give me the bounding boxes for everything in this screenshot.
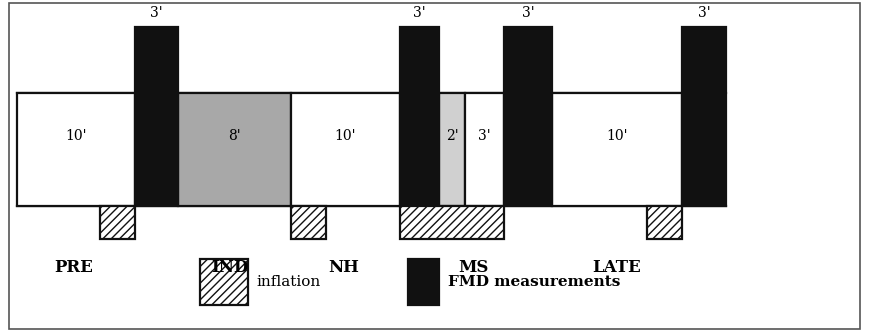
Text: 3': 3' <box>478 129 491 143</box>
Text: 8': 8' <box>229 129 241 143</box>
Bar <box>439 93 465 206</box>
Bar <box>291 206 326 239</box>
Text: 10': 10' <box>607 129 627 143</box>
Text: LATE: LATE <box>593 259 641 276</box>
Text: MS: MS <box>459 259 488 276</box>
Text: NH: NH <box>328 259 359 276</box>
Bar <box>200 259 248 305</box>
Text: 3': 3' <box>521 6 534 20</box>
Text: 3': 3' <box>413 6 426 20</box>
Bar <box>291 93 400 206</box>
Bar <box>408 259 439 305</box>
Bar <box>178 93 291 206</box>
Text: 10': 10' <box>335 129 356 143</box>
Text: FMD measurements: FMD measurements <box>448 275 620 289</box>
Text: 2': 2' <box>446 129 458 143</box>
Bar <box>17 93 135 206</box>
Bar <box>504 27 552 206</box>
Bar <box>100 206 135 239</box>
Text: 3': 3' <box>150 6 163 20</box>
Bar <box>465 93 504 206</box>
Bar <box>647 206 682 239</box>
Text: IND: IND <box>211 259 249 276</box>
Text: 3': 3' <box>698 6 710 20</box>
Text: 10': 10' <box>65 129 87 143</box>
Bar <box>400 27 439 206</box>
Bar <box>682 27 726 206</box>
Bar <box>552 93 682 206</box>
Text: inflation: inflation <box>256 275 321 289</box>
Bar <box>400 206 504 239</box>
Text: PRE: PRE <box>55 259 93 276</box>
Bar <box>135 27 178 206</box>
